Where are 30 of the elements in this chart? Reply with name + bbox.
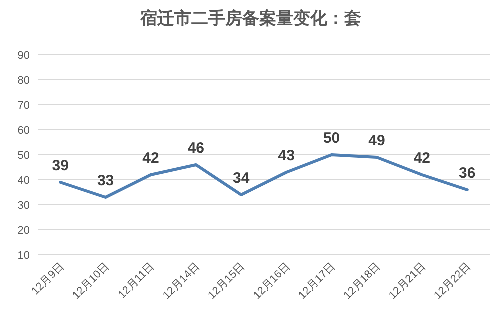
y-tick-label: 10 [18,250,30,262]
y-tick-label: 90 [18,50,30,62]
y-tick-label: 30 [18,200,30,212]
data-label: 42 [142,150,160,167]
x-tick-label: 12月17日 [296,260,338,302]
x-tick-label: 12月22日 [432,260,474,302]
data-label: 42 [414,150,431,167]
y-tick-label: 70 [18,100,30,112]
data-label: 50 [323,130,340,147]
y-tick-label: 40 [18,175,30,187]
data-label: 34 [233,170,250,187]
y-tick-label: 60 [18,125,30,137]
y-tick-label: 80 [18,75,30,87]
data-label: 49 [368,132,386,150]
x-tick-label: 12月16日 [251,260,293,302]
data-label: 43 [278,148,295,164]
y-tick-label: 50 [18,150,30,162]
chart-title: 宿迁市二手房备案量变化：套 [140,8,362,28]
x-tick-label: 12月11日 [116,260,158,302]
x-tick-label: 12月14日 [160,260,202,302]
x-tick-label: 12月10日 [70,260,112,302]
y-tick-label: 20 [18,225,30,237]
x-tick-label: 12月9日 [30,260,67,298]
data-label: 36 [459,165,476,182]
x-tick-label: 12月21日 [386,260,428,302]
data-label: 39 [52,158,69,174]
x-tick-label: 12月18日 [342,260,384,302]
data-label: 33 [97,172,114,190]
data-label: 46 [188,140,205,157]
x-tick-label: 12月15日 [206,260,248,302]
